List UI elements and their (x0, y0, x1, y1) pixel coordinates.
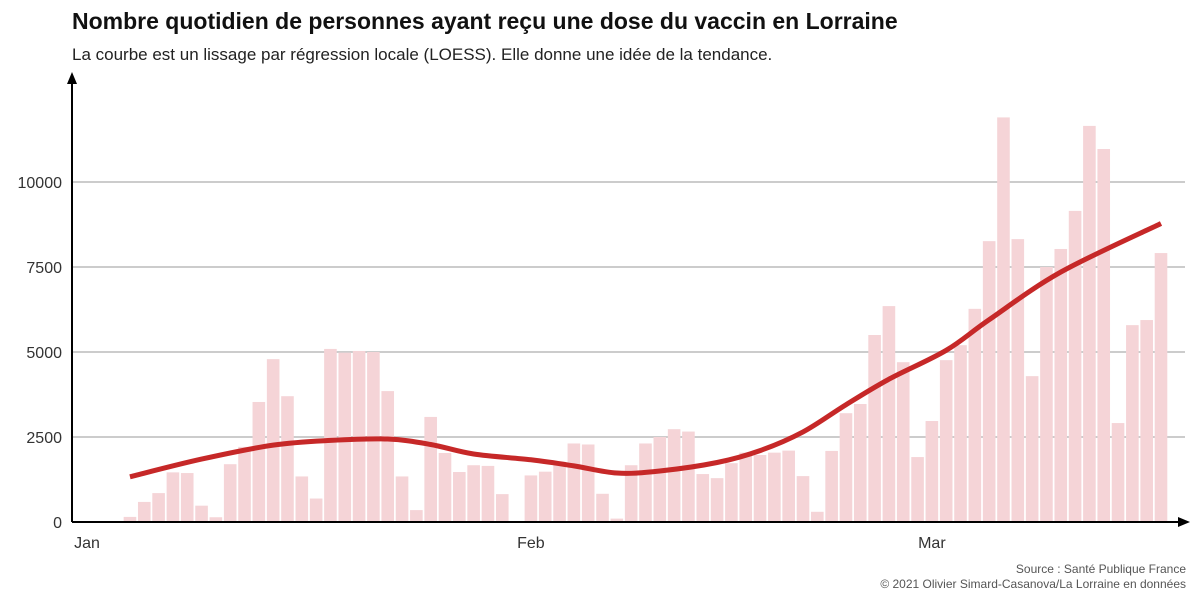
bar (1154, 253, 1168, 522)
bar (682, 431, 695, 522)
bar (524, 475, 538, 522)
bar (1140, 320, 1153, 522)
bar (137, 501, 151, 522)
bar (223, 464, 237, 522)
bar (968, 308, 982, 522)
bar (424, 416, 437, 522)
bar (653, 437, 667, 522)
x-tick-label: Mar (918, 535, 946, 552)
bar (911, 457, 924, 522)
bar (1097, 149, 1111, 522)
x-axis-arrow-icon (1178, 517, 1190, 527)
bar (1040, 267, 1053, 522)
bar (352, 350, 366, 522)
bar (410, 510, 423, 522)
bar (811, 511, 824, 522)
bar (696, 474, 710, 522)
bar (639, 443, 652, 522)
bar (180, 473, 194, 522)
bar (839, 413, 853, 522)
bar (1054, 248, 1068, 523)
bar (710, 478, 724, 522)
y-tick-label: 10000 (18, 175, 63, 192)
bar (195, 505, 208, 522)
credit-note: © 2021 Olivier Simard-Casanova/La Lorrai… (880, 577, 1186, 591)
bar (624, 465, 638, 522)
bar (725, 463, 738, 522)
bar (295, 476, 309, 522)
chart-subtitle: La courbe est un lissage par régression … (72, 45, 773, 64)
bar (610, 518, 624, 522)
x-tick-label: Feb (517, 535, 545, 552)
bar (324, 348, 337, 522)
y-tick-label: 7500 (26, 260, 62, 277)
bar (1025, 376, 1039, 522)
y-tick-label: 5000 (26, 345, 62, 362)
bar (395, 476, 409, 522)
bar (1011, 239, 1025, 522)
bar (152, 493, 165, 522)
y-axis-arrow-icon (67, 72, 77, 84)
bar (1083, 125, 1096, 523)
bar (796, 476, 810, 522)
bar (438, 452, 452, 522)
y-tick-label: 2500 (26, 430, 62, 447)
bar (453, 472, 466, 522)
bar (553, 461, 566, 522)
bar (1126, 325, 1139, 522)
chart-title: Nombre quotidien de personnes ayant reçu… (72, 8, 898, 34)
bar (896, 362, 910, 522)
bar (782, 450, 795, 522)
bar (581, 444, 595, 522)
bar (123, 516, 137, 522)
bar (266, 359, 280, 522)
bar (768, 452, 781, 522)
bar (567, 443, 581, 522)
bar (1068, 210, 1082, 522)
source-note: Source : Santé Publique France (1015, 562, 1186, 576)
bar (381, 391, 395, 522)
bar (667, 429, 681, 522)
bar (467, 465, 480, 522)
y-tick-label: 0 (53, 515, 62, 532)
bar (739, 452, 753, 522)
bar (238, 446, 251, 522)
bar (596, 493, 609, 522)
bar (166, 472, 180, 522)
bar (495, 494, 509, 522)
bar (825, 450, 838, 522)
bar (209, 517, 223, 522)
bar (925, 421, 939, 522)
bar (997, 117, 1010, 523)
bar (252, 401, 266, 522)
bar (753, 455, 767, 522)
bar (939, 360, 953, 522)
bar (882, 306, 896, 522)
bar (481, 465, 495, 522)
trend-line (129, 221, 1163, 480)
bar (868, 335, 881, 522)
x-tick-label: Jan (74, 535, 100, 552)
bar (538, 471, 552, 522)
bar (853, 404, 867, 522)
bar (309, 498, 323, 522)
bar (954, 345, 967, 522)
bar (1111, 423, 1125, 522)
bar (281, 396, 294, 522)
bar (982, 241, 996, 522)
